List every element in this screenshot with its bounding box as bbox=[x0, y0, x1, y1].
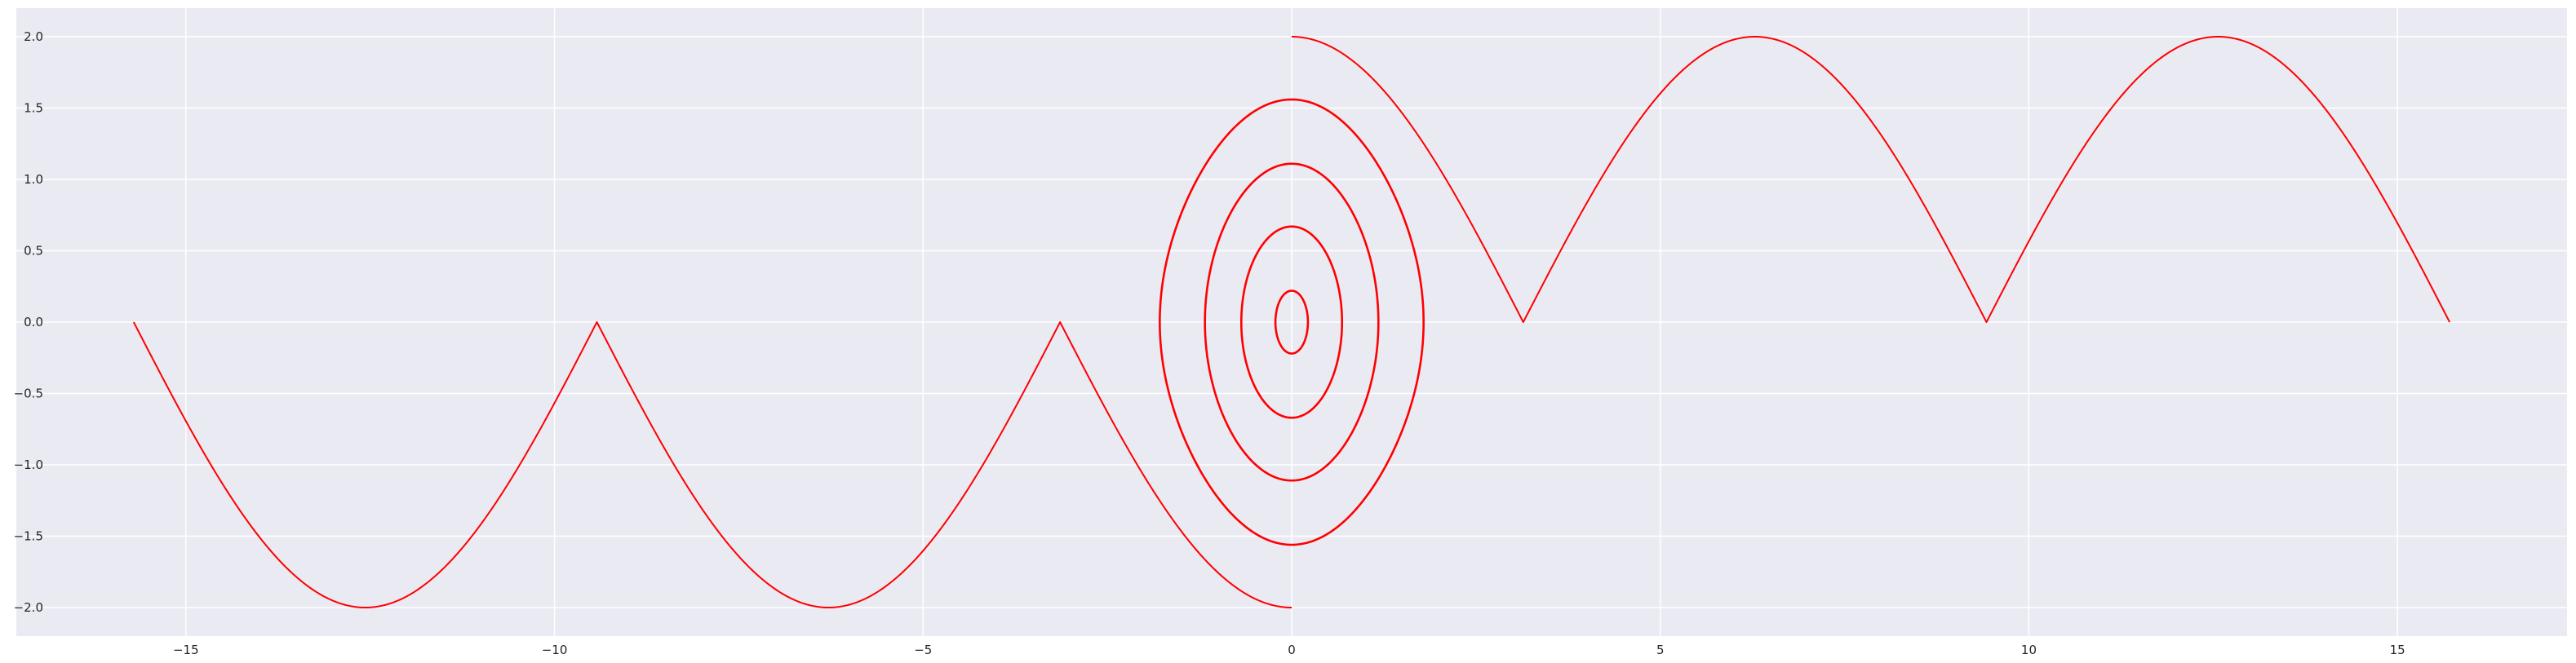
x-tick-label: 5 bbox=[1656, 643, 1665, 657]
x-tick-label: −10 bbox=[542, 643, 568, 657]
x-tick-label: −5 bbox=[914, 643, 932, 657]
series-line bbox=[1274, 290, 1310, 355]
y-tick-label: −1.0 bbox=[14, 457, 43, 472]
x-tick-label: 10 bbox=[2021, 643, 2037, 657]
y-tick-label: 1.0 bbox=[24, 172, 43, 187]
x-tick-label: 15 bbox=[2390, 643, 2405, 657]
tick-labels: −15 −10 −5 0 5 10 15 −2.0 −1.5 −1.0 −0.5 0.0 0.5 1.0 1… bbox=[14, 29, 2405, 657]
series-line bbox=[1159, 98, 1425, 546]
series-line bbox=[132, 321, 1292, 608]
x-tick-label: 0 bbox=[1288, 643, 1296, 657]
y-tick-label: −0.5 bbox=[14, 387, 43, 401]
y-tick-label: 1.5 bbox=[24, 101, 43, 116]
y-tick-label: −2.0 bbox=[14, 600, 43, 615]
series-line bbox=[1291, 36, 2451, 323]
y-tick-label: 2.0 bbox=[24, 29, 43, 44]
x-tick-label: −15 bbox=[173, 643, 199, 657]
y-tick-label: 0.5 bbox=[24, 244, 43, 259]
y-tick-label: 0.0 bbox=[24, 315, 43, 329]
series-line bbox=[1239, 225, 1344, 419]
series-layer bbox=[132, 36, 2451, 608]
y-tick-label: −1.5 bbox=[14, 529, 43, 544]
grid bbox=[16, 8, 2567, 636]
series-line bbox=[1204, 162, 1380, 482]
